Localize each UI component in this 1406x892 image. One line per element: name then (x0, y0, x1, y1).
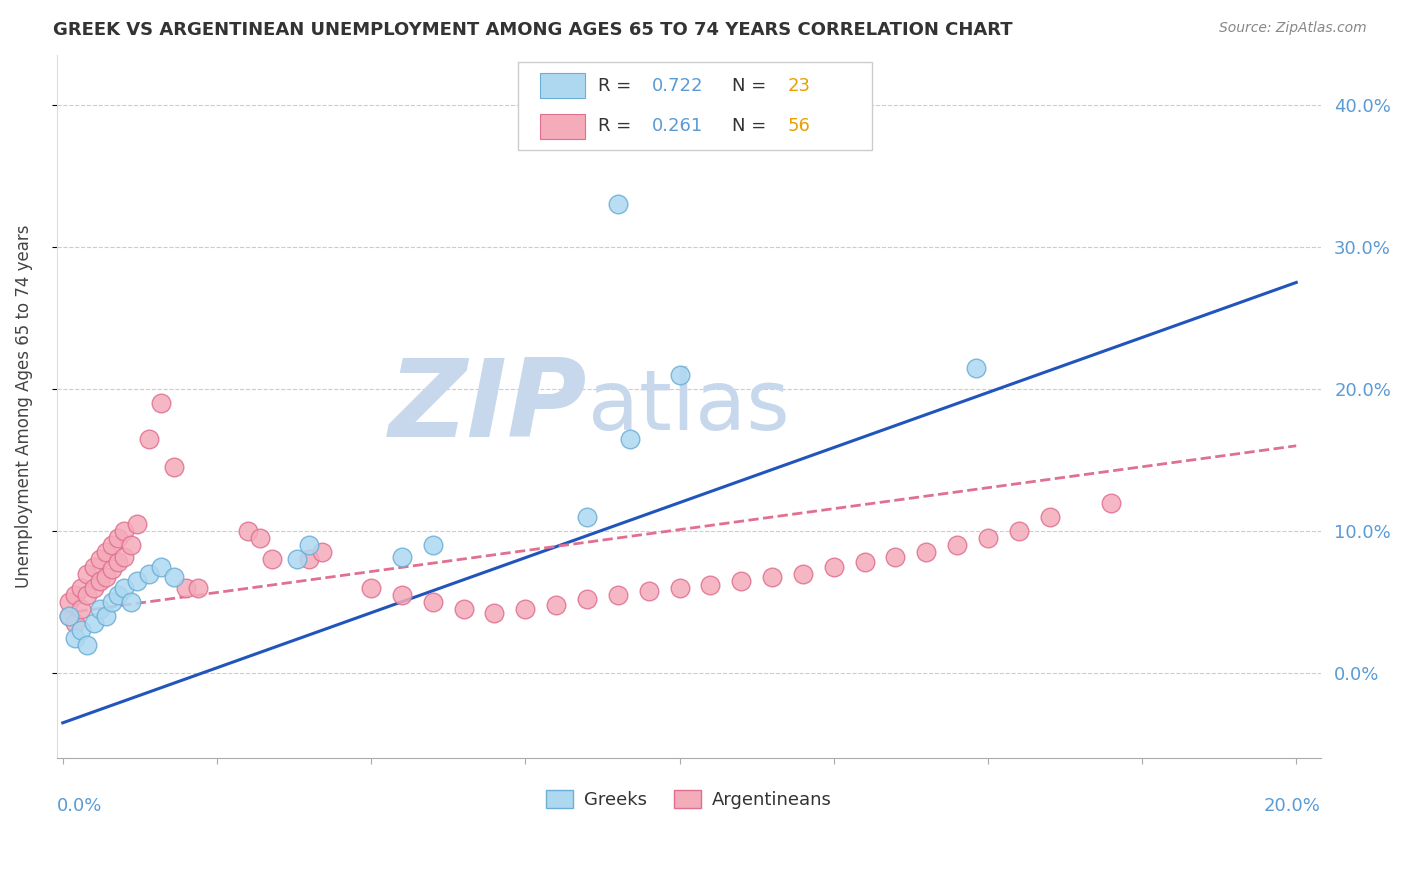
Point (70, 624, 93, 638)
Point (1008, 524, 1031, 538)
Point (699, 578, 721, 592)
Point (884, 549, 907, 564)
Point (70, 602, 93, 616)
Y-axis label: Unemployment Among Ages 65 to 74 years: Unemployment Among Ages 65 to 74 years (15, 225, 32, 589)
Point (1099, 495, 1122, 509)
Point (915, 545, 938, 559)
Text: N =: N = (731, 118, 772, 136)
Point (163, 569, 186, 583)
Point (107, 555, 129, 569)
Point (150, 559, 173, 574)
Point (285, 552, 308, 566)
Text: atlas: atlas (588, 367, 789, 447)
Point (94, 545, 117, 559)
Point (114, 524, 136, 538)
Point (76, 638, 98, 652)
Point (606, 197, 628, 211)
FancyBboxPatch shape (517, 62, 872, 150)
Point (515, 602, 537, 616)
Text: R =: R = (598, 118, 637, 136)
Text: 0.261: 0.261 (652, 118, 703, 136)
Point (422, 595, 444, 609)
Point (360, 581, 382, 595)
Point (262, 552, 284, 566)
Point (977, 531, 1000, 545)
Point (138, 432, 160, 446)
Point (730, 574, 752, 588)
Point (101, 538, 124, 552)
Point (63, 631, 86, 645)
Point (83, 581, 105, 595)
Point (138, 566, 160, 581)
Point (668, 581, 690, 595)
Point (89, 552, 111, 566)
Text: 56: 56 (787, 118, 810, 136)
Point (236, 524, 259, 538)
Text: Source: ZipAtlas.com: Source: ZipAtlas.com (1219, 21, 1367, 36)
Point (453, 602, 475, 616)
Text: 20.0%: 20.0% (1264, 797, 1320, 815)
Text: ZIP: ZIP (389, 354, 588, 459)
Point (311, 545, 333, 559)
Point (89, 574, 111, 588)
Text: N =: N = (731, 77, 772, 95)
Point (187, 581, 209, 595)
Point (576, 509, 599, 524)
Point (89, 602, 111, 616)
Point (946, 538, 969, 552)
Point (853, 555, 876, 569)
Point (107, 531, 129, 545)
Point (965, 360, 987, 375)
Point (637, 583, 659, 598)
Point (63, 616, 86, 631)
Point (576, 592, 599, 607)
Point (107, 588, 129, 602)
FancyBboxPatch shape (540, 73, 585, 98)
Point (163, 460, 186, 475)
Point (94, 609, 117, 624)
Point (83, 559, 105, 574)
Point (619, 432, 641, 446)
Point (101, 562, 124, 576)
Point (391, 588, 413, 602)
Text: 0.722: 0.722 (652, 77, 703, 95)
Point (120, 595, 142, 609)
Point (298, 552, 321, 566)
Point (150, 396, 173, 410)
Point (792, 566, 814, 581)
Point (114, 549, 136, 564)
Point (1038, 509, 1060, 524)
Point (101, 595, 124, 609)
Text: R =: R = (598, 77, 637, 95)
Point (761, 569, 783, 583)
Point (58, 609, 80, 624)
Point (83, 616, 105, 631)
Point (58, 609, 80, 624)
Point (70, 581, 93, 595)
Point (58, 595, 80, 609)
Point (76, 566, 98, 581)
Text: 23: 23 (787, 77, 810, 95)
Point (94, 569, 117, 583)
Point (114, 581, 136, 595)
Point (668, 368, 690, 382)
Point (249, 531, 271, 545)
Point (606, 588, 628, 602)
Point (391, 549, 413, 564)
Point (125, 574, 148, 588)
Point (298, 538, 321, 552)
FancyBboxPatch shape (540, 114, 585, 139)
Point (823, 559, 845, 574)
Point (422, 538, 444, 552)
Point (174, 581, 197, 595)
Point (76, 588, 98, 602)
Text: GREEK VS ARGENTINEAN UNEMPLOYMENT AMONG AGES 65 TO 74 YEARS CORRELATION CHART: GREEK VS ARGENTINEAN UNEMPLOYMENT AMONG … (53, 21, 1014, 39)
Point (120, 538, 142, 552)
Point (484, 607, 506, 621)
Text: 0.0%: 0.0% (56, 797, 103, 815)
Point (546, 598, 568, 612)
Legend: Greeks, Argentineans: Greeks, Argentineans (538, 782, 839, 816)
Point (63, 588, 86, 602)
Point (125, 516, 148, 531)
